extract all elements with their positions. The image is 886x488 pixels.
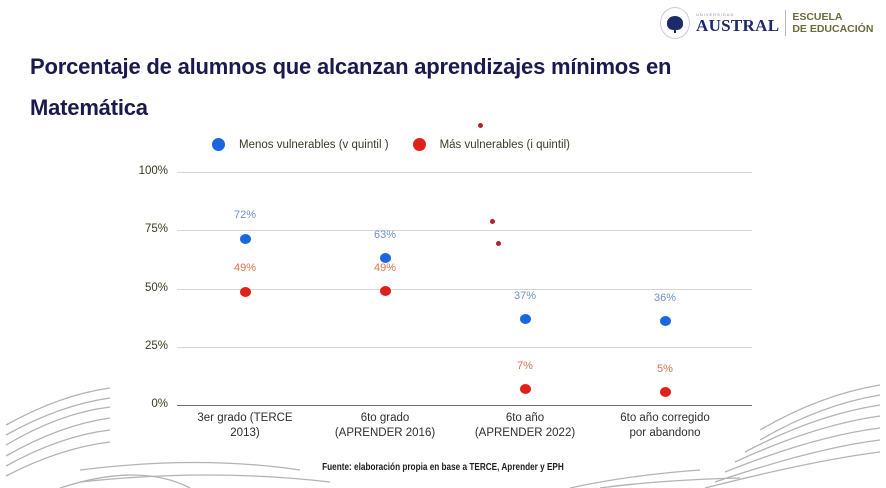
stray-mark	[490, 219, 495, 224]
x-category-line1: 3er grado (TERCE	[197, 412, 293, 424]
x-category-3: 6to año (APRENDER 2022)	[455, 411, 595, 441]
x-category-line1: 6to año corregido	[620, 412, 710, 424]
legend-blue-dot-icon	[212, 138, 225, 151]
gridline-25	[177, 347, 752, 348]
data-point-red-cat4	[659, 387, 671, 397]
data-point-red-cat2	[379, 286, 391, 296]
logo-school-line1: ESCUELA	[792, 11, 843, 23]
stray-mark	[496, 241, 501, 246]
austral-logo: UNIVERSIDAD AUSTRAL ESCUELA DE EDUCACIÓN	[660, 6, 873, 40]
y-tick-100: 100%	[138, 165, 168, 177]
chart-title: Porcentaje de alumnos que alcanzan apren…	[30, 46, 870, 128]
logo-university-name: AUSTRAL	[696, 15, 780, 35]
x-category-line2: por abandono	[629, 427, 701, 439]
legend-label: Menos vulnerables (v quintil )	[239, 138, 389, 151]
university-seal-icon	[660, 7, 690, 39]
gridline-75	[177, 230, 752, 231]
x-category-4: 6to año corregido por abandono	[595, 411, 735, 441]
data-point-red-cat1	[239, 287, 251, 297]
stray-mark	[478, 123, 483, 128]
data-label-blue-cat2: 63%	[373, 229, 397, 241]
x-axis-baseline	[177, 405, 752, 406]
x-category-2: 6to grado (APRENDER 2016)	[315, 411, 455, 441]
x-category-line1: 6to año	[505, 412, 545, 424]
gridline-50	[177, 289, 752, 290]
y-tick-25: 25%	[144, 340, 168, 352]
data-point-blue-cat4	[659, 316, 671, 326]
y-tick-75: 75%	[144, 223, 168, 235]
legend-label: Más vulnerables (i quintil)	[439, 138, 570, 151]
logo-divider	[785, 10, 787, 36]
legend-item-mas-vulnerables: Más vulnerables (i quintil)	[412, 138, 570, 151]
x-category-line2: 2013)	[230, 427, 260, 439]
gridline-100	[177, 172, 752, 173]
logo-university-label: UNIVERSIDAD	[696, 11, 735, 17]
data-label-red-cat3: 7%	[517, 360, 533, 372]
data-label-red-cat4: 5%	[657, 363, 673, 375]
chart-title-line2: Matemática	[30, 95, 148, 120]
chart-title-line1: Porcentaje de alumnos que alcanzan apren…	[30, 54, 672, 79]
data-label-blue-cat4: 36%	[653, 292, 677, 304]
y-tick-0: 0%	[151, 398, 168, 410]
x-category-line1: 6to grado	[360, 412, 410, 424]
data-point-blue-cat1	[239, 234, 251, 244]
data-point-red-cat3	[519, 384, 531, 394]
chart-source-note: Fuente: elaboración propia en base a TER…	[322, 462, 564, 473]
data-label-blue-cat1: 72%	[233, 209, 257, 221]
data-label-blue-cat3: 37%	[513, 290, 537, 302]
legend-red-dot-icon	[412, 138, 426, 151]
x-category-line2: (APRENDER 2022)	[474, 427, 576, 439]
x-category-line2: (APRENDER 2016)	[334, 427, 436, 439]
data-point-blue-cat3	[519, 314, 531, 324]
x-category-1: 3er grado (TERCE 2013)	[175, 411, 315, 441]
data-label-red-cat2: 49%	[373, 262, 397, 274]
y-tick-50: 50%	[144, 282, 168, 294]
legend-item-menos-vulnerables: Menos vulnerables (v quintil )	[212, 138, 389, 151]
data-point-blue-cat2	[379, 253, 391, 263]
logo-school-line2: DE EDUCACIÓN	[792, 23, 874, 35]
data-label-red-cat1: 49%	[233, 262, 257, 274]
chart-legend: Menos vulnerables (v quintil ) Más vulne…	[212, 138, 594, 151]
